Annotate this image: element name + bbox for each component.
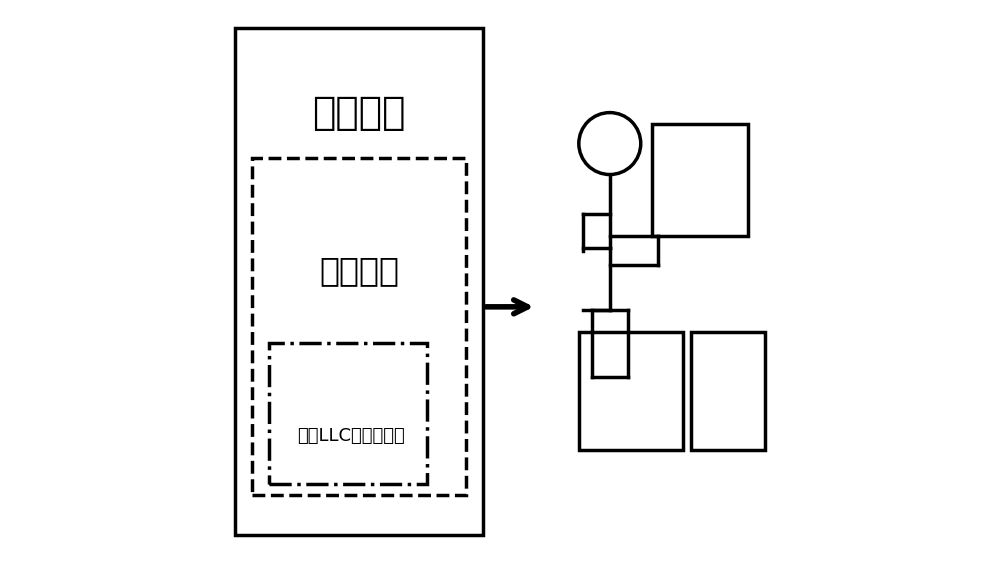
Bar [652, 124, 748, 236]
Bar [252, 158, 466, 495]
Bar [691, 332, 765, 450]
Text: 开关电源: 开关电源 [319, 254, 399, 287]
Bar [269, 343, 427, 484]
Bar [579, 332, 683, 450]
Text: 电子设备: 电子设备 [312, 93, 406, 132]
Text: 三相LLC谐振变换器: 三相LLC谐振变换器 [297, 427, 405, 445]
Bar [235, 28, 483, 535]
